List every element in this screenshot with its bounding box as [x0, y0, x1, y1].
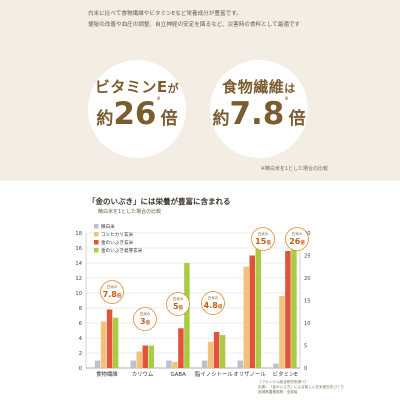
bubble-label: 白米の [140, 311, 151, 316]
source-line-3: 宮城県農業振興・全部省 [258, 390, 298, 394]
highlight-suffix: 倍 [160, 109, 178, 129]
y-tick-label-left: 10 [75, 291, 82, 297]
x-tick-label: 脂イノシトール [195, 370, 233, 378]
summary-panel: 白米に比べて食物繊維やビタミンEなど栄養成分が豊富です。 便秘の改善や血圧の調整… [0, 0, 400, 181]
legend-label: 金のいぶき玄米 [101, 239, 134, 246]
bar [106, 309, 113, 368]
x-tick-label: GABA [171, 372, 187, 378]
y-tick-label-left: 14 [75, 261, 82, 267]
value-bubble [100, 280, 124, 304]
highlight-value: 26 [113, 96, 157, 132]
y-tick-label-left: 12 [75, 276, 82, 282]
bar [255, 245, 261, 368]
source-line-2: 出典：「金のいぶき」による新しい玄米食文化づくり [258, 385, 345, 389]
highlight-particle: が [167, 82, 180, 95]
x-tick-label: ビタミンE [273, 370, 299, 378]
legend-swatch [94, 248, 99, 253]
bubble-value: 26倍 [289, 237, 305, 246]
x-tick-label: カリウム [132, 370, 154, 378]
legend-swatch [94, 232, 99, 237]
bubble-value: 3倍 [140, 317, 151, 326]
y-tick-label-left: 8 [79, 306, 82, 312]
highlight-prefix: 約 [212, 109, 230, 129]
bar [237, 360, 243, 368]
bar [178, 328, 184, 368]
value-bubble [133, 307, 157, 331]
x-tick-label: オリザノール [233, 371, 266, 378]
source-note: ［ファンケル総合研究所調べ］ 出典：「金のいぶき」による新しい玄米食文化づくり … [258, 380, 344, 395]
bar [142, 345, 148, 368]
highlight-label: ビタミンE [94, 78, 168, 96]
bar [184, 263, 190, 368]
bar [112, 317, 119, 368]
bar [136, 351, 142, 368]
bar [285, 251, 291, 368]
bar [273, 363, 279, 368]
bubble-label: 白米の [208, 295, 219, 300]
bubble-value: 15倍 [255, 237, 271, 246]
y-tick-label-right: 25 [304, 253, 311, 259]
bar [249, 255, 255, 368]
legend-label: 金のいぶき発芽玄米 [101, 247, 143, 254]
bubble-value: 7.8倍 [103, 290, 122, 299]
y-tick-label-left: 6 [79, 321, 82, 327]
y-tick-label-right: 20 [304, 276, 311, 282]
footnote: ※精白米を1とした場合の比較 [260, 166, 328, 172]
highlight-value: 7.8 [229, 96, 285, 132]
y-tick-label-left: 16 [75, 246, 82, 252]
y-tick-label-right: 0 [304, 366, 307, 372]
bar [100, 321, 107, 368]
intro-line-2: 便秘の改善や血圧の調整、自立神経の安定を図るなど、災害時の食料として最適です [88, 22, 301, 28]
bubble-label: 白米の [173, 296, 184, 301]
highlight-suffix: 倍 [288, 109, 306, 129]
intro-text: 白米に比べて食物繊維やビタミンEなど栄養成分が豊富です。 便秘の改善や血圧の調整… [88, 9, 328, 31]
legend-swatch [94, 224, 99, 229]
bar [130, 360, 136, 368]
source-line-1: ［ファンケル総合研究所調べ］ [258, 380, 309, 384]
highlight-label: 食物繊維 [222, 78, 285, 96]
highlight-prefix: 約 [96, 109, 114, 129]
vitamin-e-highlight: ビタミンEが 約26※ 倍 [88, 60, 186, 158]
bubble-label: 白米の [258, 231, 269, 236]
bar [201, 360, 208, 368]
bar [207, 341, 214, 368]
bar [148, 345, 154, 368]
value-bubble [285, 227, 309, 251]
highlight-mark: ※ [284, 96, 289, 102]
y-tick-label-right: 10 [304, 321, 311, 327]
y-tick-label-left: 18 [75, 231, 82, 237]
y-tick-label-right: 5 [304, 343, 307, 349]
chart-subtitle: 精白米を1とした場合の比較 [98, 209, 162, 215]
y-tick-label-right: 15 [304, 298, 311, 304]
bar [219, 335, 226, 368]
x-tick-label: 食物繊維 [96, 370, 118, 378]
y-tick-label-left: 4 [79, 336, 83, 342]
bar [213, 332, 220, 368]
bar [291, 233, 297, 368]
fiber-highlight: 食物繊維は 約7.8※ 倍 [210, 60, 308, 158]
chart-title: 「金のいぶき」には栄養が豊富に含まれる [88, 197, 231, 206]
bar [279, 296, 285, 368]
bubble-value: 5倍 [173, 302, 184, 311]
bubble-value: 4.8倍 [204, 301, 223, 310]
bar [172, 362, 178, 368]
legend-label: 精白米 [101, 223, 115, 230]
bubble-label: 白米の [292, 231, 303, 236]
y-tick-label-left: 2 [79, 351, 82, 357]
highlight-particle: は [284, 82, 296, 95]
bar [166, 360, 172, 368]
value-bubble [251, 227, 275, 251]
value-bubble [166, 292, 190, 316]
bar [243, 266, 249, 368]
legend-swatch [94, 240, 99, 245]
legend-label: コシヒカリ玄米 [101, 231, 134, 238]
y-tick-label-left: 0 [79, 366, 82, 372]
value-bubble [201, 291, 225, 315]
intro-line-1: 白米に比べて食物繊維やビタミンEなど栄養成分が豊富です。 [88, 11, 242, 17]
highlight-mark: ※ [156, 96, 161, 102]
bubble-label: 白米の [107, 284, 118, 289]
bar [94, 360, 101, 368]
